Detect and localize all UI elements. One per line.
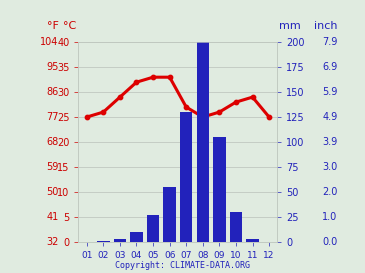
Text: 86: 86 <box>46 87 58 97</box>
Point <box>266 115 272 119</box>
Text: mm: mm <box>279 21 301 31</box>
Text: 3.0: 3.0 <box>322 162 338 172</box>
Point <box>150 75 156 79</box>
Text: 4.9: 4.9 <box>322 112 338 122</box>
Point <box>200 115 206 119</box>
Point <box>250 95 256 99</box>
Bar <box>114 239 126 242</box>
Bar <box>130 232 143 242</box>
Text: 0.0: 0.0 <box>322 237 338 247</box>
Bar <box>197 42 209 242</box>
Bar <box>147 215 159 242</box>
Text: 41: 41 <box>46 212 58 222</box>
Text: 7.9: 7.9 <box>322 37 338 47</box>
Point <box>167 75 173 79</box>
Bar <box>180 112 192 242</box>
Point <box>84 115 90 119</box>
Bar <box>164 187 176 242</box>
Text: Copyright: CLIMATE-DATA.ORG: Copyright: CLIMATE-DATA.ORG <box>115 261 250 270</box>
Point <box>117 95 123 99</box>
Text: 5.9: 5.9 <box>322 87 338 97</box>
Text: 59: 59 <box>46 162 58 172</box>
Text: 6.9: 6.9 <box>322 62 338 72</box>
Text: inch: inch <box>314 21 338 31</box>
Bar <box>97 241 110 242</box>
Point <box>233 100 239 104</box>
Text: 77: 77 <box>46 112 58 122</box>
Text: 1.0: 1.0 <box>322 212 338 222</box>
Text: 32: 32 <box>46 237 58 247</box>
Bar <box>246 239 259 242</box>
Point <box>216 110 222 114</box>
Text: °C: °C <box>64 21 77 31</box>
Text: 2.0: 2.0 <box>322 187 338 197</box>
Text: 68: 68 <box>46 137 58 147</box>
Point <box>183 105 189 109</box>
Bar <box>230 212 242 242</box>
Text: 95: 95 <box>46 62 58 72</box>
Text: °F: °F <box>46 21 58 31</box>
Point <box>100 110 106 114</box>
Text: 50: 50 <box>46 187 58 197</box>
Point <box>134 80 139 84</box>
Bar <box>213 137 226 242</box>
Text: 104: 104 <box>40 37 58 47</box>
Text: 3.9: 3.9 <box>322 137 338 147</box>
